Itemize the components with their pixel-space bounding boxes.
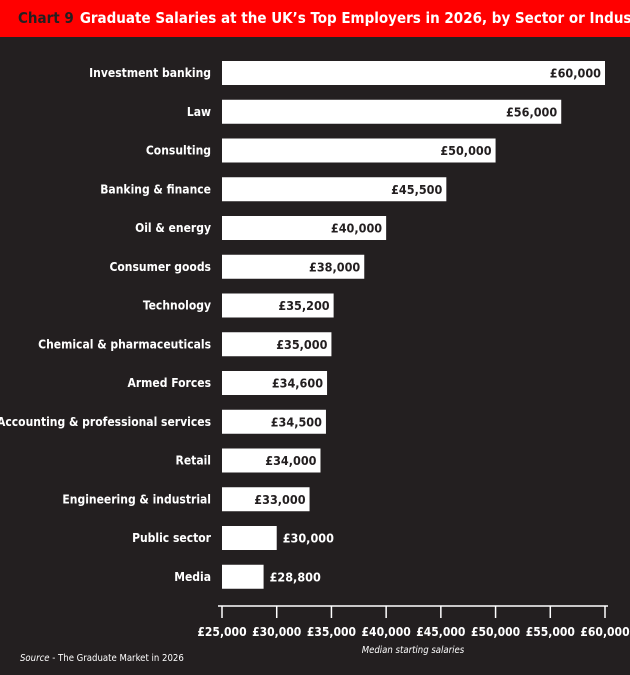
bar xyxy=(222,487,310,512)
data-label: £28,800 xyxy=(270,569,321,584)
category-label: Accounting & professional services xyxy=(0,415,211,429)
chart-number: Chart 9 xyxy=(18,9,74,27)
bar xyxy=(222,448,321,473)
category-label: Armed Forces xyxy=(127,376,211,390)
x-tick-label: £60,000 xyxy=(580,625,629,639)
category-label: Law xyxy=(187,105,211,119)
chart-title: Graduate Salaries at the UK’s Top Employ… xyxy=(79,9,630,27)
bar-chart: Investment banking £60,000 Law £56,000 Consu… xyxy=(0,61,630,656)
bar xyxy=(222,371,328,395)
category-label: Consumer goods xyxy=(109,260,211,274)
data-label: £56,000 xyxy=(506,104,557,119)
data-label: £34,000 xyxy=(265,453,316,468)
bar xyxy=(222,138,496,163)
bar xyxy=(222,177,447,202)
bar xyxy=(222,293,334,318)
data-label: £34,500 xyxy=(271,414,322,429)
bar xyxy=(222,409,326,434)
data-label: £38,000 xyxy=(309,259,360,274)
data-label: £30,000 xyxy=(283,531,334,546)
category-label: Chemical & pharmaceuticals xyxy=(38,337,211,351)
bar xyxy=(222,99,562,124)
category-label: Consulting xyxy=(146,144,211,158)
category-label: Retail xyxy=(176,454,211,468)
category-label: Investment banking xyxy=(89,66,211,80)
category-label: Media xyxy=(174,570,211,584)
data-label: £35,200 xyxy=(278,298,329,313)
data-label: £45,500 xyxy=(391,182,442,197)
x-tick-label: £55,000 xyxy=(526,625,575,639)
category-label: Banking & finance xyxy=(100,182,211,196)
x-tick-label: £45,000 xyxy=(416,625,465,639)
x-tick-label: £25,000 xyxy=(197,625,246,639)
data-label: £34,600 xyxy=(272,376,323,391)
x-axis-label: Median starting salaries xyxy=(362,645,465,656)
data-label: £60,000 xyxy=(550,66,601,81)
bar xyxy=(222,332,332,357)
chart-title-bar: Chart 9 Graduate Salaries at the UK’s Top… xyxy=(0,0,630,37)
data-label: £35,000 xyxy=(276,337,327,352)
category-label: Engineering & industrial xyxy=(62,492,211,506)
x-tick-label: £30,000 xyxy=(252,625,301,639)
bar xyxy=(222,564,264,589)
category-label: Technology xyxy=(143,299,211,313)
source-label: Source xyxy=(20,653,50,664)
source-text: - The Graduate Market in 2026 xyxy=(49,653,184,664)
x-tick-label: £35,000 xyxy=(307,625,356,639)
category-label: Oil & energy xyxy=(135,221,211,235)
bar xyxy=(222,254,365,279)
data-label: £50,000 xyxy=(440,143,491,158)
bar xyxy=(222,61,605,85)
source-note: Source - The Graduate Market in 2026 xyxy=(20,653,184,664)
x-tick-label: £40,000 xyxy=(362,625,411,639)
x-tick-label: £50,000 xyxy=(471,625,520,639)
category-label: Public sector xyxy=(132,531,212,545)
data-label: £33,000 xyxy=(254,492,305,507)
bar xyxy=(222,216,387,240)
data-label: £40,000 xyxy=(331,221,382,236)
bar xyxy=(222,526,277,550)
